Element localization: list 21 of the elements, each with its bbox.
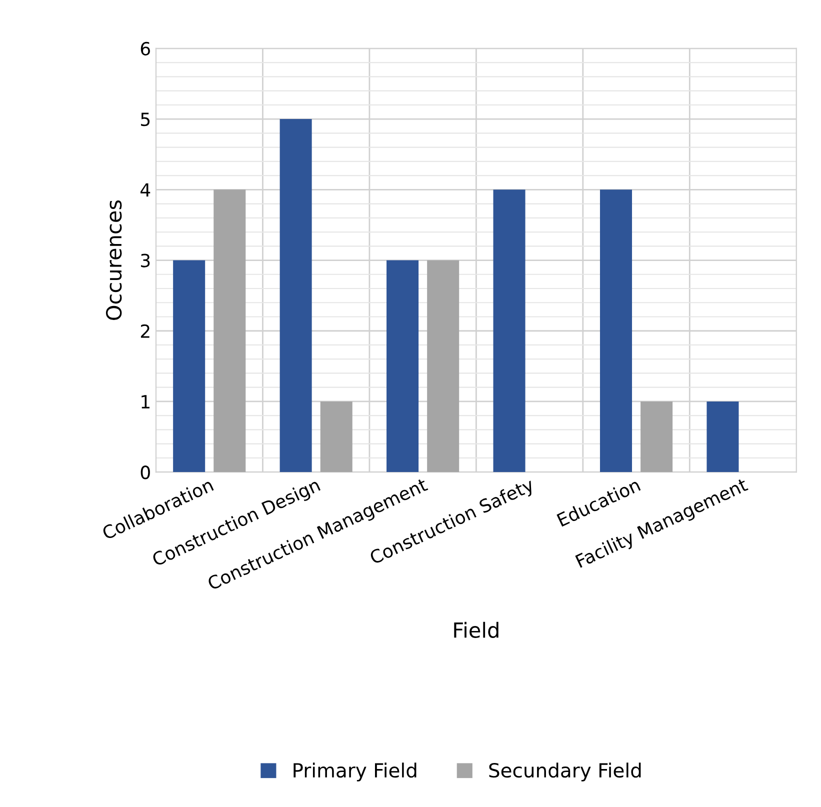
bar <box>706 401 739 472</box>
y-axis-title: Occurences <box>106 200 122 320</box>
x-axis-title: Field <box>454 622 498 638</box>
y-tick-label: 5 <box>141 112 150 126</box>
y-tick-label: 0 <box>140 466 150 480</box>
legend-label: Secundary Field <box>489 762 641 782</box>
y-tick-label: 3 <box>141 254 150 268</box>
bar <box>427 260 460 472</box>
bar <box>320 401 352 472</box>
bar <box>600 190 632 472</box>
bar <box>386 260 419 472</box>
bar <box>493 190 526 472</box>
y-tick-label: 4 <box>140 183 150 197</box>
bar <box>280 119 312 472</box>
y-tick-label: 2 <box>140 324 150 338</box>
bar <box>214 190 246 472</box>
bar <box>173 260 206 472</box>
y-tick-label: 1 <box>142 395 150 408</box>
bar <box>640 401 673 472</box>
y-tick-label: 6 <box>140 42 150 56</box>
legend-label: Primary Field <box>294 762 416 782</box>
